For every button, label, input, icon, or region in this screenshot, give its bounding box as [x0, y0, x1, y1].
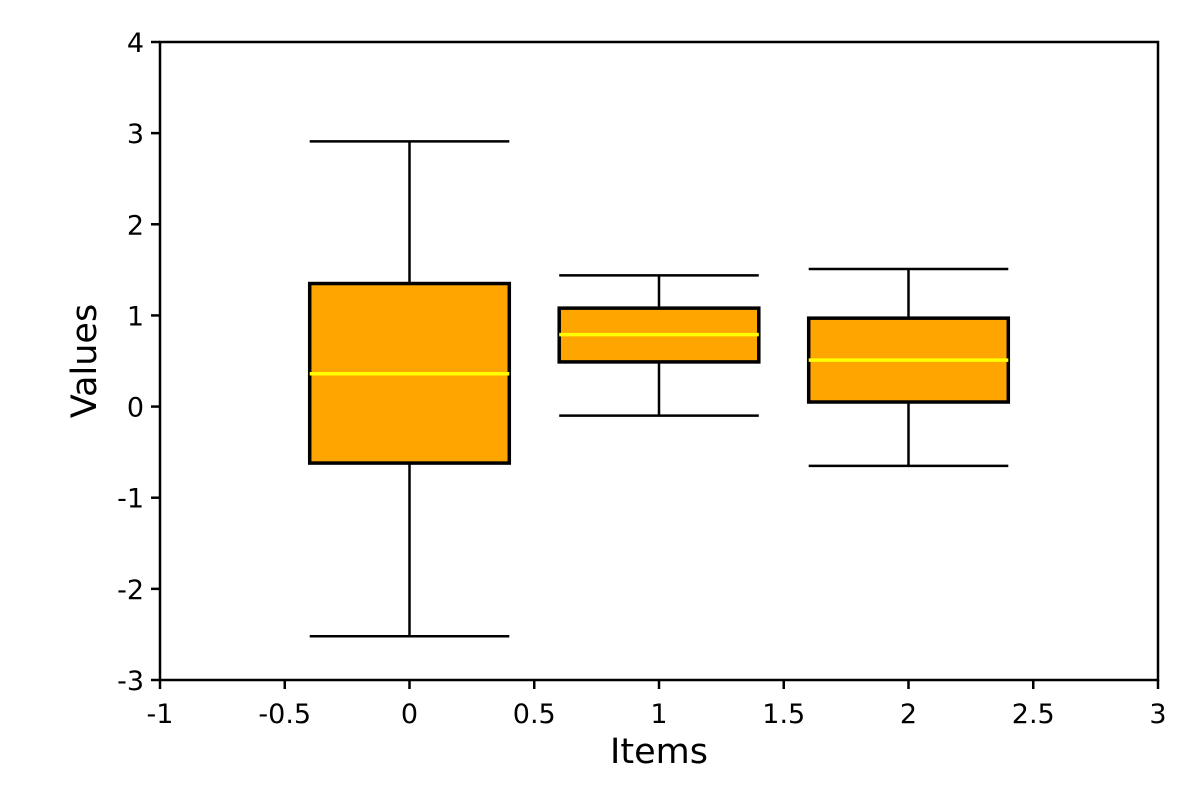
x-tick-label: 2.5: [1012, 699, 1055, 730]
y-tick-label: -3: [117, 666, 144, 697]
y-tick-label: -1: [117, 484, 144, 515]
y-tick-label: 3: [127, 119, 144, 150]
y-tick-label: 2: [127, 210, 144, 241]
x-tick-label: 0.5: [513, 699, 556, 730]
axes-layer: -1 -0.5 0 0.5 1 1.5 2 2.5 3 -3 -2 -1 0 1 2 3 4: [117, 28, 1167, 730]
x-tick-label: 3: [1149, 699, 1166, 730]
box-1: [557, 274, 761, 417]
x-tick-label: 0: [401, 699, 418, 730]
y-tick-label: -2: [117, 575, 144, 606]
x-tick-label: 1: [650, 699, 667, 730]
y-axis-label: Values: [65, 304, 105, 418]
x-tick-label: -1: [147, 699, 174, 730]
x-tick-label: 1.5: [762, 699, 805, 730]
y-tick-label: 1: [127, 301, 144, 332]
x-axis-label: Items: [610, 732, 708, 772]
y-tick-label: 4: [127, 28, 144, 59]
box-2: [806, 267, 1011, 468]
x-tick-label: -0.5: [258, 699, 311, 730]
x-tick-label: 2: [900, 699, 917, 730]
boxes-layer: [307, 140, 1011, 638]
box-0: [307, 140, 512, 638]
y-tick-label: 0: [127, 393, 144, 424]
